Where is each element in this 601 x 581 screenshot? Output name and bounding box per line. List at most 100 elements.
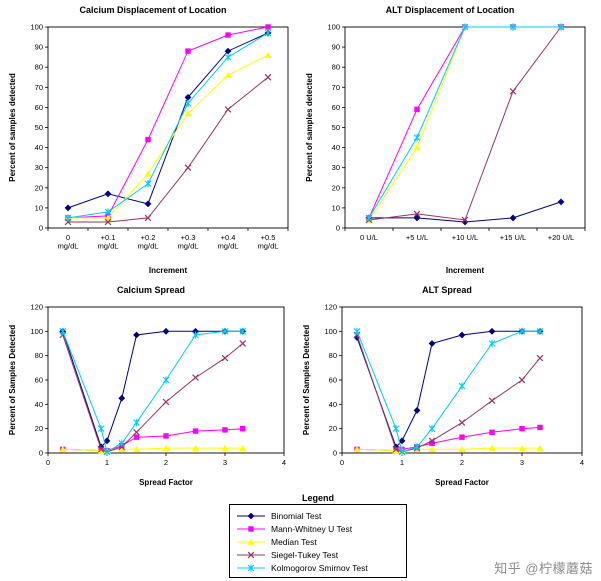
legend-box: Binomial Test Mann-Whitney U Test Median T… [229, 504, 407, 578]
x-marker-icon [536, 354, 544, 362]
asterisk-marker-icon [103, 448, 111, 456]
y-tick-label: 70 [35, 83, 43, 92]
y-tick-label: 60 [329, 376, 337, 385]
asterisk-marker-icon [392, 425, 400, 433]
y-tick-label: 100 [30, 23, 43, 32]
x-marker-icon [192, 374, 199, 381]
calcium-displacement-chart-canvas: Calcium Displacement of Location 0 10 20 30 4… [8, 5, 289, 275]
triangle-marker-icon [264, 51, 272, 58]
x-marker-icon [488, 397, 496, 405]
asterisk-marker-icon [133, 418, 140, 427]
y-tick-label: 40 [35, 400, 43, 409]
y-tick-label: 20 [35, 183, 43, 192]
square-marker-icon [265, 24, 271, 30]
plot-area [341, 306, 583, 454]
x-tick-label: 1 [105, 458, 109, 467]
x-tick-label: +0.5 mg/dL [258, 233, 279, 251]
y-tick-label: 100 [30, 327, 43, 336]
x-tick-label: +20 U/L [548, 233, 574, 242]
x-tick-label: +0.3 mg/dL [178, 233, 199, 251]
y-tick-label: 0 [333, 449, 337, 458]
square-marker-icon [459, 434, 465, 440]
asterisk-marker-icon [59, 327, 67, 335]
legend-title: Legend [301, 493, 334, 503]
triangle-marker-icon [184, 110, 192, 117]
x-tick-label: 3 [520, 458, 524, 467]
diamond-marker-icon [247, 512, 255, 519]
y-tick-label: 30 [332, 163, 340, 172]
y-tick-label: 60 [35, 376, 43, 385]
y-tick-label: 80 [332, 63, 340, 72]
legend-entry-label: Kolmogorov Smirnov Test [271, 562, 368, 573]
y-tick-label: 120 [30, 303, 43, 312]
x-marker-icon [144, 214, 152, 222]
triangle-marker-icon [162, 444, 170, 451]
y-tick-label: 10 [35, 203, 43, 212]
legend-entry: Median Test [236, 535, 400, 548]
chart-alt-spread: ALT Spread 0 20 40 60 80 100 120 0 1 2 3 4 Spread Fac… [300, 282, 594, 490]
x-tick-label: +0.1 mg/dL [98, 233, 119, 251]
square-marker-icon [192, 428, 199, 434]
square-marker-icon [240, 425, 246, 432]
y-tick-label: 100 [324, 327, 337, 336]
x-tick-label: 1 [400, 458, 404, 467]
x-tick-label: 4 [580, 458, 584, 467]
x-tick-label: 0 U/L [360, 233, 378, 242]
y-tick-label: 0 [39, 449, 43, 458]
triangle-marker-icon [132, 445, 141, 453]
legend-entry-label: Siegel-Tukey Test [271, 549, 339, 560]
x-axis-title: Spread Factor [435, 478, 489, 487]
square-marker-icon [248, 525, 254, 532]
triangle-marker-icon [488, 444, 496, 451]
square-marker-icon [222, 427, 228, 433]
x-tick-label: +10 U/L [452, 233, 478, 242]
y-tick-label: 40 [35, 143, 43, 152]
alt-displacement-chart-canvas: ALT Displacement of Location 0 10 20 30 40 50 6… [305, 5, 586, 275]
triangle-marker-icon [353, 445, 361, 453]
asterisk-marker-icon [192, 331, 199, 339]
asterisk-marker-icon [518, 327, 526, 335]
square-marker-icon [163, 433, 169, 439]
legend-entry-label: Median Test [271, 536, 317, 547]
asterisk-marker-icon [536, 327, 544, 335]
y-axis-title: Percent of Samples Detected [8, 325, 17, 435]
x-tick-label: +5 U/L [406, 233, 428, 242]
diamond-marker-icon [104, 190, 112, 198]
asterisk-marker-icon [104, 208, 112, 216]
y-axis-title: Percent of Samples Detected [302, 325, 311, 435]
x-axis-title: Increment [446, 266, 485, 275]
asterisk-marker-icon [162, 376, 170, 384]
diamond-marker-icon [557, 198, 565, 206]
legend: Legend Binomial Test Mann-Whitney U Test M… [229, 493, 407, 578]
square-marker-icon [429, 440, 435, 446]
y-tick-label: 90 [332, 43, 340, 52]
asterisk-marker-icon [398, 448, 406, 456]
chart-calcium-displacement: Calcium Displacement of Location 0 10 20 30 4… [6, 2, 300, 278]
x-marker-icon [97, 446, 105, 453]
asterisk-marker-icon [509, 23, 517, 31]
triangle-marker-icon [413, 144, 421, 151]
y-tick-label: 50 [35, 123, 43, 132]
y-tick-label: 100 [327, 23, 340, 32]
legend-entry-label: Binomial Test [271, 510, 322, 521]
x-marker-icon [458, 419, 466, 426]
triangle-marker-icon [191, 444, 200, 451]
chart-title: Calcium Spread [117, 285, 185, 295]
y-tick-label: 40 [329, 400, 337, 409]
asterisk-marker-icon [184, 99, 192, 107]
x-marker-icon [461, 216, 469, 224]
legend-entry: Siegel-Tukey Test [236, 548, 400, 561]
x-axis-title: Spread Factor [139, 478, 193, 487]
y-tick-label: 80 [35, 351, 43, 360]
square-marker-icon [489, 429, 495, 436]
triangle-marker-icon [221, 444, 229, 451]
x-marker-icon [392, 446, 400, 453]
diamond-marker-icon [162, 327, 170, 335]
watermark: 知乎 @柠檬蘑菇 [494, 561, 593, 576]
square-marker-icon [414, 106, 420, 113]
square-marker-icon [225, 32, 231, 38]
x-marker-icon [184, 164, 192, 172]
x-marker-icon [237, 551, 265, 558]
legend-entry-label: Mann-Whitney U Test [271, 523, 353, 534]
triangle-marker-icon [144, 170, 152, 177]
